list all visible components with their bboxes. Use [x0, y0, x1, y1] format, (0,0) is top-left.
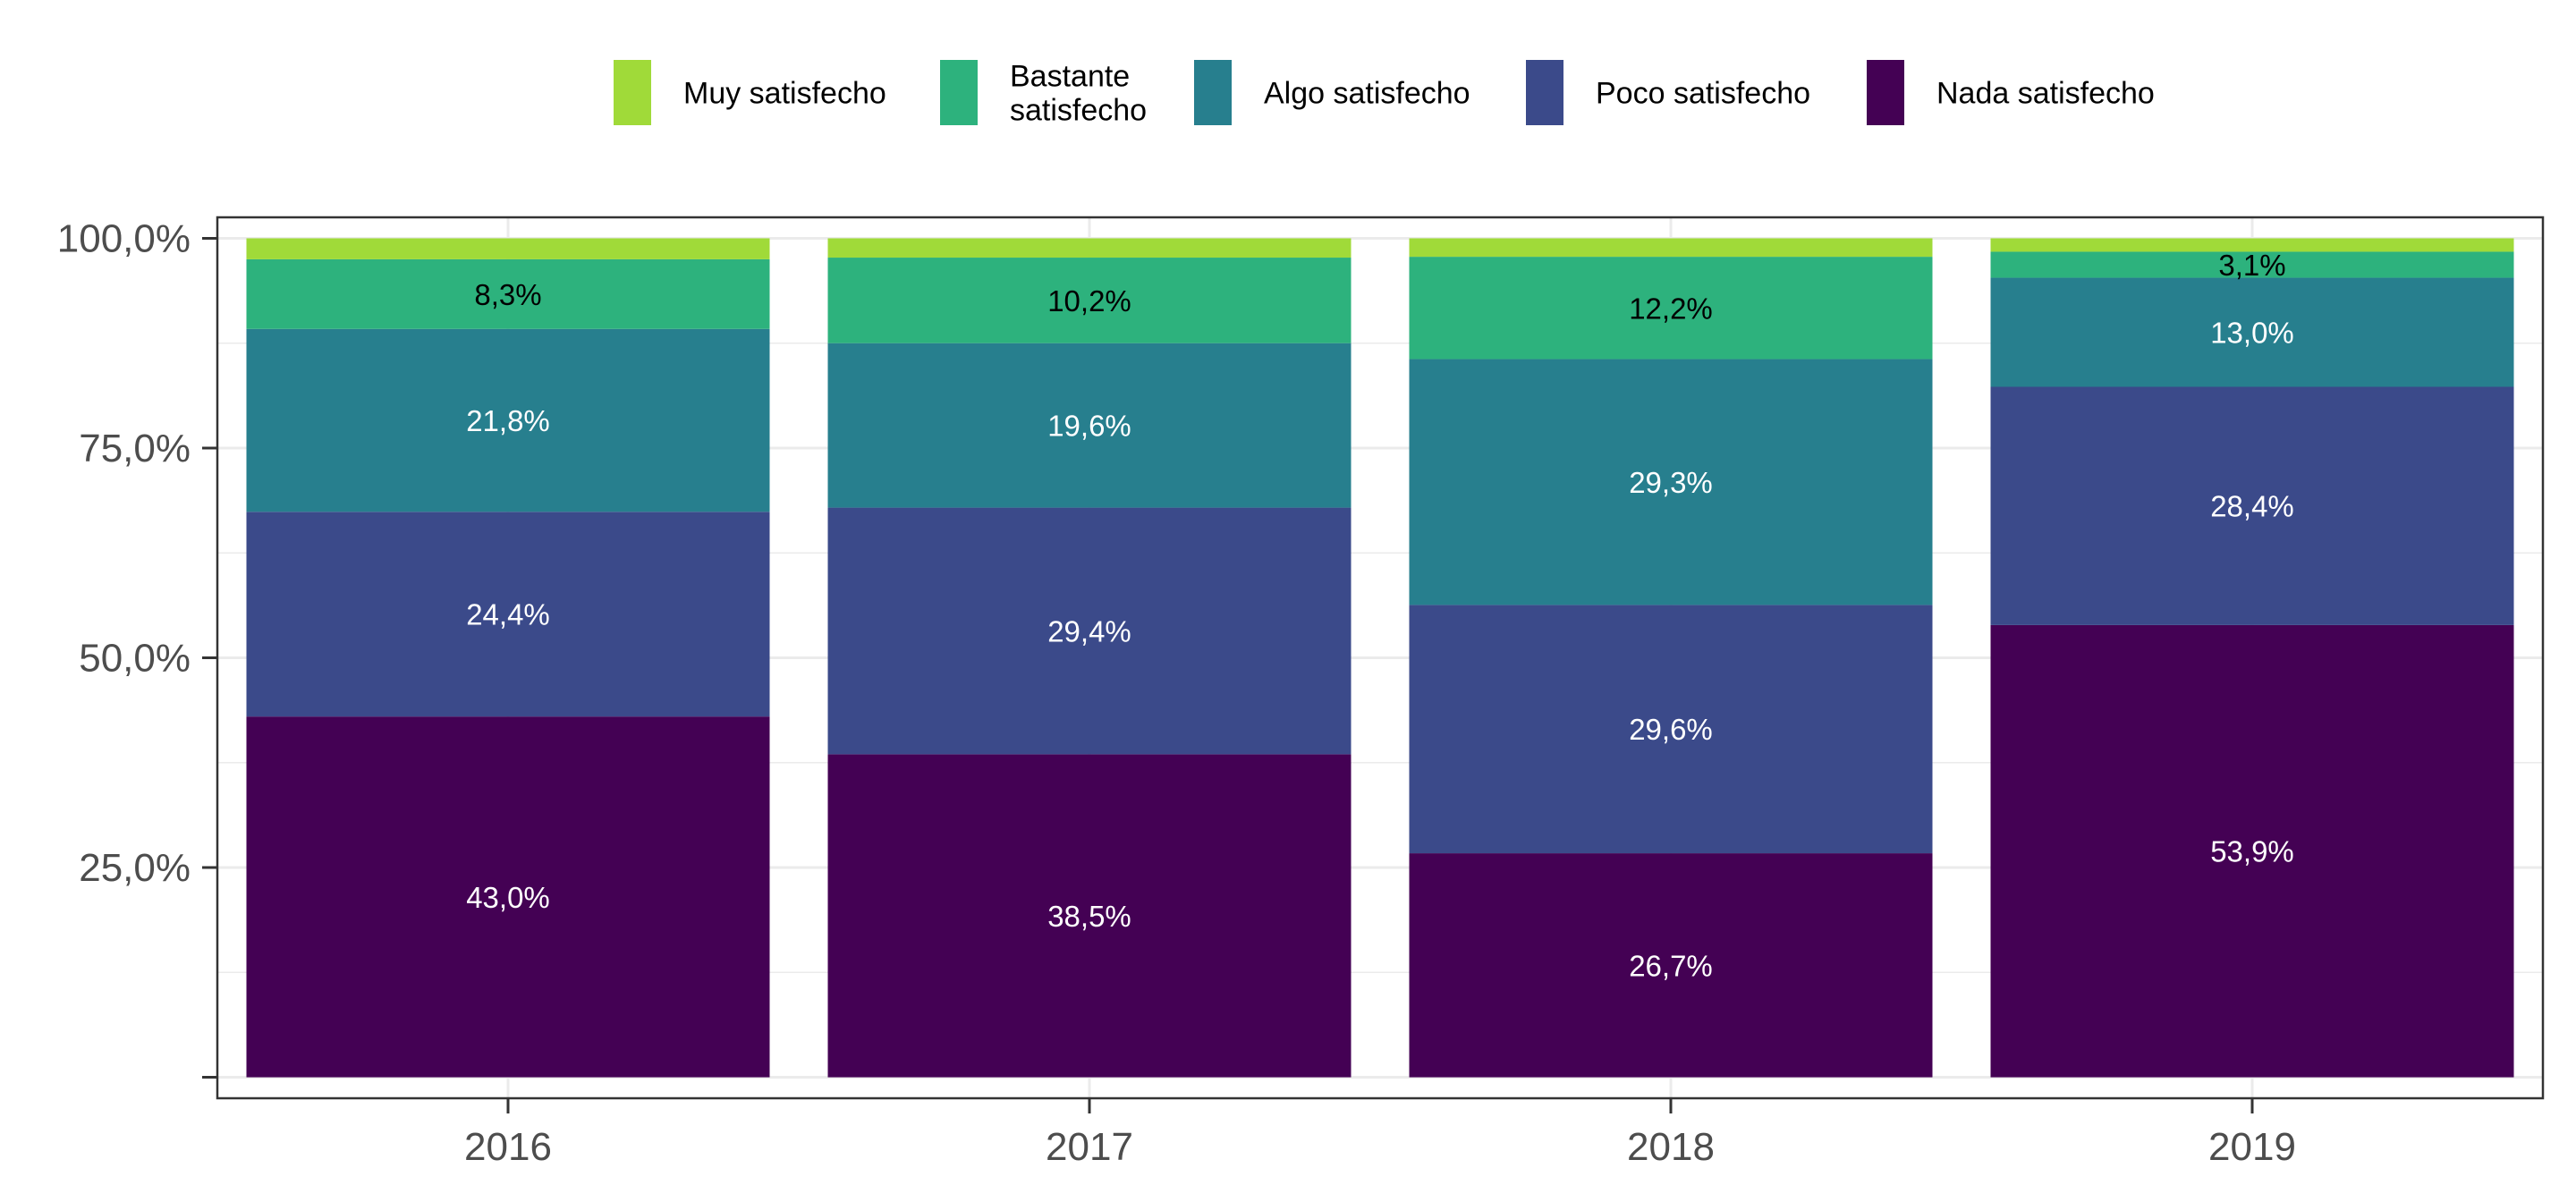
- bar-bastante-satisfecho-2016: [246, 258, 770, 329]
- bar-nada-satisfecho-2016: [246, 716, 770, 1078]
- bar-poco-satisfecho-2018: [1409, 605, 1933, 854]
- x-axis: 2016 2017 2018 2019: [464, 1098, 2296, 1169]
- data-label: 38,5%: [1047, 900, 1131, 933]
- data-label: 8,3%: [474, 278, 541, 311]
- legend-label: Nada satisfecho: [1936, 77, 2155, 111]
- bar-nada-satisfecho-2018: [1409, 853, 1933, 1078]
- bar-bastante-satisfecho-2019: [1990, 251, 2514, 278]
- data-label: 19,6%: [1047, 410, 1131, 443]
- data-label: 21,8%: [466, 404, 550, 437]
- bar-muy-satisfecho-2018: [1409, 238, 1933, 258]
- bar-bastante-satisfecho-2017: [827, 258, 1352, 343]
- bars: [246, 238, 2514, 1078]
- data-labels: 43,0% 24,4% 21,8% 8,3% 38,5% 29,4% 19,6% 10,2% 2…: [466, 249, 2294, 982]
- bar-nada-satisfecho-2017: [827, 754, 1352, 1078]
- legend-item-algo-satisfecho: Algo satisfecho: [1194, 60, 1470, 125]
- bar-algo-satisfecho-2017: [827, 343, 1352, 508]
- y-tick-label: 25,0%: [79, 846, 191, 890]
- y-tick-label: 75,0%: [79, 427, 191, 470]
- bar-poco-satisfecho-2019: [1990, 386, 2514, 625]
- legend-item-poco-satisfecho: Poco satisfecho: [1526, 60, 1810, 125]
- bar-poco-satisfecho-2016: [246, 512, 770, 717]
- bar-algo-satisfecho-2016: [246, 328, 770, 512]
- legend-item-nada-satisfecho: Nada satisfecho: [1867, 60, 2155, 125]
- x-tick-label: 2016: [464, 1125, 552, 1169]
- legend-key: [1194, 60, 1232, 125]
- x-tick-label: 2019: [2208, 1125, 2296, 1169]
- data-label: 24,4%: [466, 598, 550, 631]
- legend-key: [940, 60, 978, 125]
- x-tick-label: 2017: [1046, 1125, 1133, 1169]
- data-label: 26,7%: [1629, 949, 1713, 982]
- legend-label: Poco satisfecho: [1596, 77, 1810, 111]
- bar-algo-satisfecho-2019: [1990, 277, 2514, 387]
- x-tick-label: 2018: [1627, 1125, 1715, 1169]
- legend-label: satisfecho: [1010, 94, 1147, 128]
- legend-key: [1526, 60, 1563, 125]
- data-label: 29,3%: [1629, 466, 1713, 499]
- y-tick-label: 50,0%: [79, 637, 191, 681]
- data-label: 28,4%: [2210, 490, 2294, 523]
- y-axis: 25,0% 50,0% 75,0% 100,0%: [57, 216, 217, 1079]
- data-label: 43,0%: [466, 881, 550, 914]
- bar-bastante-satisfecho-2018: [1409, 257, 1933, 360]
- data-label: 53,9%: [2210, 835, 2294, 868]
- bar-muy-satisfecho-2016: [246, 238, 770, 259]
- legend-key: [614, 60, 651, 125]
- bar-muy-satisfecho-2019: [1990, 238, 2514, 252]
- data-label: 12,2%: [1629, 292, 1713, 325]
- data-label: 29,4%: [1047, 614, 1131, 648]
- bar-muy-satisfecho-2017: [827, 238, 1352, 258]
- y-tick-label: 100,0%: [57, 216, 191, 260]
- data-label: 29,6%: [1629, 713, 1713, 746]
- legend-label: Muy satisfecho: [683, 77, 886, 111]
- legend-label: Bastante: [1010, 60, 1130, 94]
- legend-item-muy-satisfecho: Muy satisfecho: [614, 60, 886, 125]
- data-label: 10,2%: [1047, 284, 1131, 317]
- bar-algo-satisfecho-2018: [1409, 359, 1933, 605]
- legend-label: Algo satisfecho: [1264, 77, 1470, 111]
- bar-nada-satisfecho-2019: [1990, 624, 2514, 1078]
- legend-key: [1867, 60, 1904, 125]
- data-label: 13,0%: [2210, 317, 2294, 350]
- bar-poco-satisfecho-2017: [827, 507, 1352, 755]
- data-label: 3,1%: [2218, 249, 2285, 282]
